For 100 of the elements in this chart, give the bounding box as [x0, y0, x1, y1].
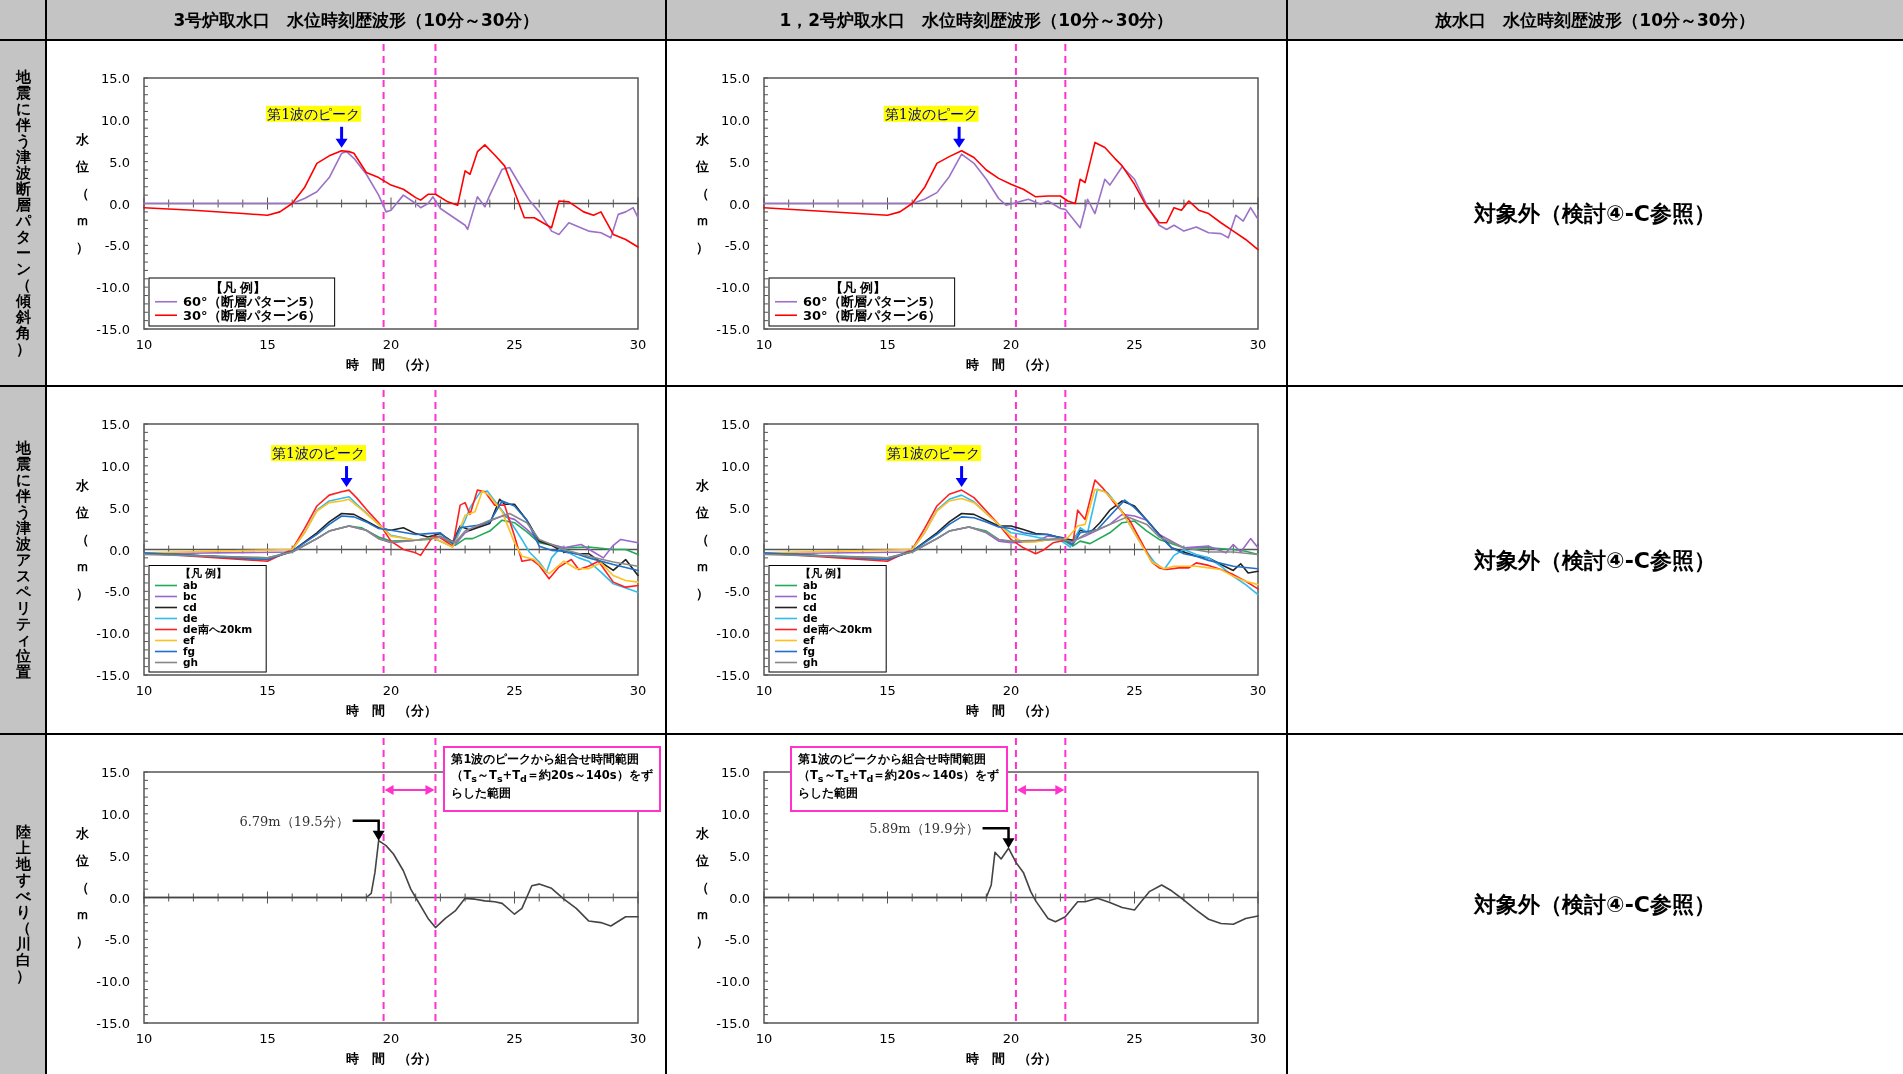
y-tick-label: 10.0 — [721, 458, 750, 474]
y-tick-label: -15.0 — [96, 322, 130, 337]
x-tick-label: 10 — [135, 683, 153, 698]
text: 第1波のピークから組合せ時間範囲（T$_{s}$～T$_{s}$+T$_{d}$＝約20s～140s）をずらした範囲 — [797, 752, 1000, 800]
y-tick-label: 5.0 — [729, 500, 750, 516]
x-tick-label: 20 — [382, 337, 400, 352]
text: 対象外（検討④-C参照） — [1473, 892, 1716, 917]
x-axis-title: 時 間 （分） — [345, 357, 437, 372]
y-tick-label: 15.0 — [721, 417, 750, 432]
y-tick-label: -10.0 — [96, 974, 130, 990]
chart-title: 3号炉取水口 水位時刻歴波形（10分～30分） — [173, 10, 539, 30]
y-tick-label: -10.0 — [716, 626, 750, 642]
line-series — [763, 153, 1259, 239]
y-axis-title: 水位（ｍ） — [694, 478, 710, 602]
y-tick-label: -5.0 — [104, 932, 130, 948]
legend-label: ef — [183, 634, 196, 647]
legend-label: ef — [803, 634, 816, 647]
legend-title: 【凡 例】 — [179, 567, 228, 579]
y-tick-label: 10.0 — [721, 806, 750, 822]
x-tick-label: 15 — [259, 1031, 276, 1046]
y-tick-label: 5.0 — [109, 500, 130, 516]
text: 地震に伴う津波アスペリティ位置 — [15, 439, 31, 682]
y-tick-label: 0.0 — [729, 196, 750, 212]
x-axis-title: 時 間 （分） — [965, 703, 1057, 718]
text: 陸上地すべり（川白） — [15, 823, 31, 986]
annotation: 第1波のピーク — [267, 105, 361, 122]
x-tick-label: 15 — [879, 337, 896, 352]
x-tick-label: 10 — [755, 1031, 773, 1046]
legend-label: gh — [183, 656, 198, 669]
legend-label: de南へ20km — [803, 623, 873, 636]
text: 地震に伴う津波断層パターン（傾斜角） — [15, 68, 31, 359]
x-tick-label: 20 — [382, 683, 400, 698]
x-tick-label: 10 — [135, 1031, 153, 1046]
y-tick-label: 5.0 — [109, 848, 130, 864]
x-tick-label: 20 — [1002, 1031, 1020, 1046]
y-tick-label: -5.0 — [724, 238, 750, 254]
legend-label: fg — [183, 645, 196, 658]
line-series — [143, 512, 639, 568]
x-tick-label: 25 — [506, 683, 523, 698]
x-tick-label: 25 — [506, 337, 523, 352]
x-tick-label: 25 — [1126, 1031, 1143, 1046]
x-tick-label: 30 — [1249, 337, 1267, 352]
x-tick-label: 20 — [382, 1031, 400, 1046]
text: 第1波のピークから組合せ時間範囲（T$_{s}$～T$_{s}$+T$_{d}$＝約20s～140s）をずらした範囲 — [451, 752, 653, 800]
y-tick-label: 15.0 — [101, 765, 130, 780]
annotation: 第1波のピーク — [884, 105, 978, 122]
y-tick-label: -5.0 — [104, 584, 130, 600]
x-tick-label: 25 — [1126, 337, 1143, 352]
legend-label: fg — [803, 645, 816, 658]
x-tick-label: 30 — [629, 1031, 647, 1046]
x-tick-label: 15 — [259, 683, 276, 698]
legend-label: cd — [803, 601, 817, 614]
text: 対象外（検討④-C参照） — [1473, 201, 1716, 226]
legend-label: bc — [803, 590, 817, 603]
y-tick-label: 5.0 — [109, 154, 130, 170]
legend-label: gh — [803, 656, 818, 669]
x-tick-label: 10 — [135, 337, 153, 352]
y-tick-label: 10.0 — [101, 806, 130, 822]
x-tick-label: 30 — [629, 337, 647, 352]
x-tick-label: 10 — [755, 337, 773, 352]
legend-label: de — [183, 612, 198, 625]
x-tick-label: 10 — [755, 683, 773, 698]
x-tick-label: 15 — [259, 337, 276, 352]
y-tick-label: 15.0 — [721, 765, 750, 780]
x-axis-title: 時 間 （分） — [965, 357, 1057, 372]
y-tick-label: -10.0 — [96, 626, 130, 642]
y-tick-label: 15.0 — [101, 71, 130, 86]
legend-title: 【凡 例】 — [829, 280, 887, 295]
legend-label: ab — [183, 579, 199, 592]
legend-label: de南へ20km — [183, 623, 253, 636]
x-tick-label: 30 — [629, 683, 647, 698]
y-tick-label: -5.0 — [104, 238, 130, 254]
legend-label: cd — [183, 601, 197, 614]
y-tick-label: -15.0 — [716, 668, 750, 683]
annotation: 6.79m（19.5分） — [239, 813, 349, 829]
text: 対象外（検討④-C参照） — [1473, 548, 1716, 573]
y-axis-title: 水位（ｍ） — [694, 132, 710, 256]
y-tick-label: -10.0 — [716, 280, 750, 296]
y-tick-label: -5.0 — [724, 584, 750, 600]
y-tick-label: -15.0 — [716, 322, 750, 337]
x-tick-label: 15 — [879, 1031, 896, 1046]
y-axis-title: 水位（ｍ） — [74, 132, 90, 256]
annotation: 第1波のピーク — [887, 445, 981, 462]
legend-label: de — [803, 612, 818, 625]
x-tick-label: 30 — [1249, 683, 1267, 698]
annotation: 5.89m（19.9分） — [869, 821, 979, 837]
line-series — [763, 141, 1259, 251]
y-tick-label: -15.0 — [96, 1016, 130, 1031]
y-tick-label: 15.0 — [721, 71, 750, 86]
x-axis-title: 時 間 （分） — [965, 1051, 1057, 1066]
y-tick-label: -10.0 — [716, 974, 750, 990]
y-tick-label: 15.0 — [101, 417, 130, 432]
y-tick-label: 0.0 — [109, 542, 130, 558]
y-tick-label: -15.0 — [96, 668, 130, 683]
y-axis-title: 水位（ｍ） — [694, 826, 710, 950]
y-tick-label: 0.0 — [109, 196, 130, 212]
legend-title: 【凡 例】 — [799, 567, 848, 579]
y-tick-label: 5.0 — [729, 154, 750, 170]
y-tick-label: 0.0 — [729, 890, 750, 906]
x-tick-label: 25 — [506, 1031, 523, 1046]
